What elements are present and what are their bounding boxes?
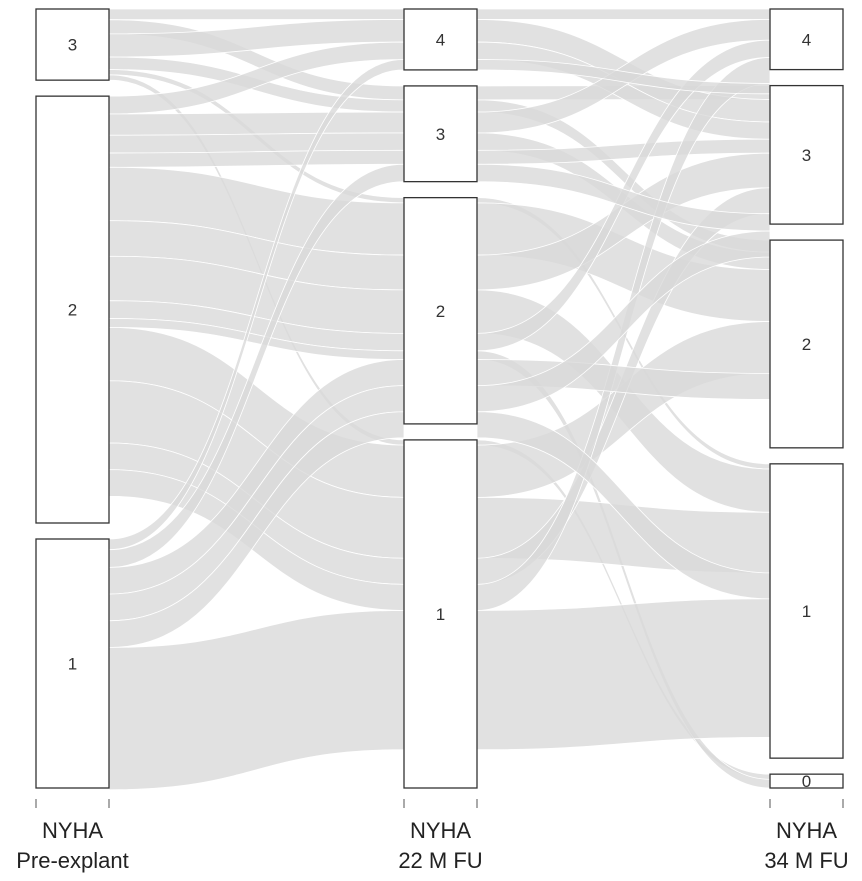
node-label: 4 (436, 30, 445, 49)
node-rect (35, 8, 110, 81)
node-label: 4 (802, 30, 811, 49)
axis-title-line1: NYHA (776, 818, 837, 843)
node-rect (403, 439, 478, 789)
node-rect (35, 95, 110, 524)
node-box: 2 (35, 95, 110, 524)
axis-title-line2: Pre-explant (16, 848, 129, 873)
flow-ribbon (108, 411, 405, 648)
flow-ribbon (108, 132, 405, 154)
node-label: 2 (802, 335, 811, 354)
node-box: 2 (403, 196, 478, 425)
node-label: 3 (802, 146, 811, 165)
node-box: 3 (403, 85, 478, 183)
node-label: 3 (68, 36, 77, 55)
node-rect (769, 773, 844, 789)
node-rect (403, 196, 478, 425)
flow-ribbon (476, 8, 771, 20)
flow-ribbon (108, 8, 405, 21)
node-label: 3 (436, 125, 445, 144)
flows-layer (108, 8, 771, 791)
node-box: 0 (769, 772, 844, 791)
flow-ribbon (108, 149, 405, 168)
node-label: 1 (802, 602, 811, 621)
node-rect (35, 538, 110, 789)
nodes-layer: 3 2 1 4 3 2 1 4 3 2 1 0 (35, 8, 844, 791)
node-box: 4 (403, 8, 478, 71)
axis-title-line2: 34 M FU (764, 848, 848, 873)
node-box: 3 (35, 8, 110, 81)
node-box: 1 (769, 463, 844, 759)
flow-ribbon (476, 598, 771, 751)
axis-title-line1: NYHA (42, 818, 103, 843)
node-box: 4 (769, 8, 844, 71)
node-box: 2 (769, 239, 844, 449)
node-rect (769, 8, 844, 71)
node-label: 2 (68, 301, 77, 320)
node-label: 0 (802, 772, 811, 791)
node-box: 3 (769, 84, 844, 225)
node-label: 2 (436, 302, 445, 321)
axes-layer: NYHA Pre-explant NYHA 22 M FU NYHA 34 M FU (16, 799, 849, 873)
node-rect (403, 8, 478, 71)
axis-title-line1: NYHA (410, 818, 471, 843)
node-rect (769, 463, 844, 759)
node-label: 1 (436, 605, 445, 624)
node-box: 1 (403, 439, 478, 789)
axis-title-line2: 22 M FU (398, 848, 482, 873)
node-rect (403, 85, 478, 183)
node-rect (769, 84, 844, 225)
flow-ribbon (108, 111, 405, 136)
node-label: 1 (68, 655, 77, 674)
node-box: 1 (35, 538, 110, 789)
node-rect (769, 239, 844, 449)
